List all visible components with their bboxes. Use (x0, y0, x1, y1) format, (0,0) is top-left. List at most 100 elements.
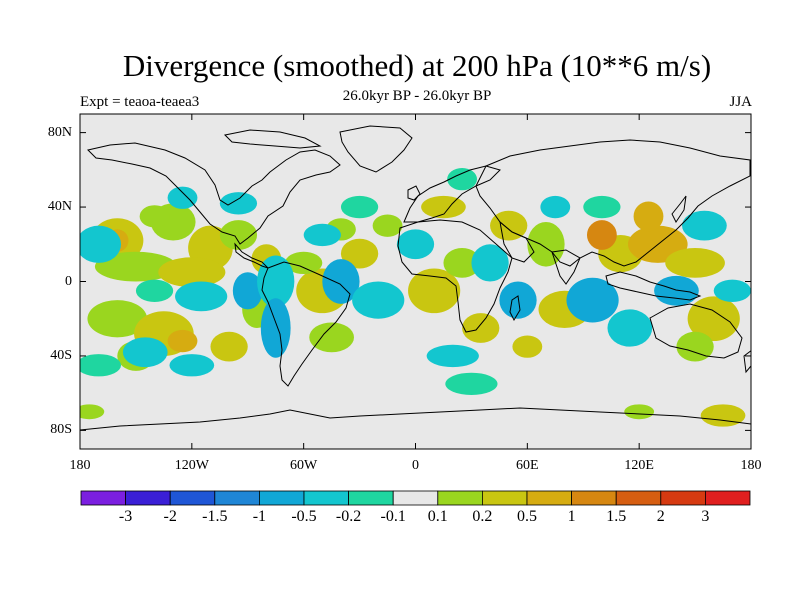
anomaly-blob (499, 281, 537, 319)
colorbar-swatch (214, 490, 260, 506)
latitude-label: 40S (50, 347, 72, 363)
colorbar-swatch (615, 490, 662, 506)
coastline-australia (649, 303, 743, 359)
anomaly-blob (122, 337, 168, 368)
anomaly-blob (443, 248, 481, 278)
colorbar-label: -0.1 (380, 508, 406, 525)
anomaly-blob (232, 272, 263, 310)
colorbar-label: -1.5 (202, 508, 228, 525)
coastline-madagascar (509, 295, 521, 322)
anomaly-blob (309, 322, 354, 353)
colorbar-swatch (258, 490, 305, 506)
anomaly-blob (303, 223, 341, 247)
anomaly-blob (372, 214, 403, 237)
anomaly-blob (408, 268, 461, 314)
anomaly-blob (445, 372, 498, 396)
coastline-north-america (87, 142, 341, 245)
experiment-label: Expt = teaoa-teaea3 (80, 94, 200, 110)
anomaly-blob (583, 195, 621, 219)
anomaly-blob (219, 192, 258, 215)
colorbar-label: -3 (118, 508, 133, 525)
latitude-label: 0 (65, 273, 72, 289)
longitude-label: 0 (412, 458, 419, 473)
coastline-africa (397, 219, 513, 333)
anomaly-blob (139, 205, 170, 228)
plot-title: Divergence (smoothed) at 200 hPa (10**6 … (122, 48, 712, 83)
anomaly-blob (490, 210, 528, 241)
colorbar (80, 490, 751, 506)
anomaly-blob (169, 354, 215, 377)
anomaly-blob (94, 251, 177, 282)
colorbar-label: 1 (567, 508, 576, 525)
colorbar-label: -0.5 (291, 508, 317, 525)
colorbar-swatch (526, 490, 572, 506)
latitude-label: 80N (47, 124, 72, 140)
colorbar-swatch (705, 490, 751, 506)
anomaly-blob (80, 225, 121, 263)
anomaly-blob (527, 221, 565, 267)
colorbar-swatch (571, 490, 617, 506)
anomaly-blob (471, 244, 509, 282)
coastline-arabia (499, 220, 535, 263)
colorbar-label: -1 (252, 508, 267, 525)
colorbar-label: -2 (163, 508, 177, 525)
coastline-south-america (261, 261, 351, 387)
anomaly-blob (80, 404, 105, 420)
coastline-antarctica (80, 407, 751, 431)
season-label: JJA (729, 94, 752, 110)
anomaly-blob (257, 255, 295, 308)
colorbar-label: 0.1 (427, 508, 448, 525)
axis-ticks (79, 114, 752, 449)
anomaly-blob (322, 259, 360, 304)
anomaly-blob (285, 251, 323, 275)
anomaly-blob (566, 277, 619, 323)
anomaly-blob (87, 300, 148, 338)
anomaly-blob (158, 257, 226, 288)
anomaly-blob (135, 279, 174, 302)
anomaly-blob (687, 296, 740, 342)
coastline-greenland (339, 125, 413, 173)
anomaly-blob (426, 344, 479, 368)
coastlines (80, 125, 751, 431)
coastline-maritime-continent (605, 271, 702, 301)
colorbar-label: 1.5 (606, 508, 627, 525)
anomaly-blob (352, 281, 405, 319)
anomaly-blob (540, 195, 571, 219)
longitude-label: 60W (290, 458, 318, 473)
anomaly-field (80, 167, 751, 427)
anomaly-blob (633, 201, 664, 232)
anomaly-blob (167, 329, 198, 353)
coastline-new-zealand (743, 350, 751, 374)
anomaly-blob (713, 279, 751, 302)
colorbar-swatch (437, 490, 483, 506)
anomaly-blob (340, 238, 379, 269)
colorbar-swatch (303, 490, 349, 506)
coastline-japan (671, 195, 687, 223)
latitude-label: 40N (47, 199, 72, 215)
colorbar-swatch (660, 490, 706, 506)
anomaly-blob (396, 229, 435, 260)
colorbar-label: 0.2 (472, 508, 493, 525)
anomaly-blob (80, 354, 121, 377)
anomaly-blob (512, 335, 543, 358)
colorbar-swatch (80, 490, 126, 506)
anomaly-blob (210, 331, 248, 362)
anomaly-blob (607, 309, 653, 347)
colorbar-label: 0.5 (517, 508, 537, 525)
colorbar-swatch (125, 490, 171, 506)
colorbar-label: -0.2 (335, 508, 362, 525)
colorbar-swatch (481, 490, 528, 506)
anomaly-blob (175, 281, 228, 312)
anomaly-blob (676, 331, 714, 362)
colorbar-swatch (392, 490, 439, 506)
colorbar-swatch (348, 490, 394, 506)
anomaly-blob (421, 195, 466, 219)
longitude-label: 120W (174, 458, 209, 473)
anomaly-blob (624, 404, 655, 420)
period-label: 26.0kyr BP - 26.0kyr BP (342, 88, 492, 104)
anomaly-blob (462, 313, 500, 343)
anomaly-blob (700, 404, 746, 427)
coastline-india (551, 249, 581, 285)
longitude-label: 60E (516, 458, 539, 473)
anomaly-blob (340, 195, 379, 219)
